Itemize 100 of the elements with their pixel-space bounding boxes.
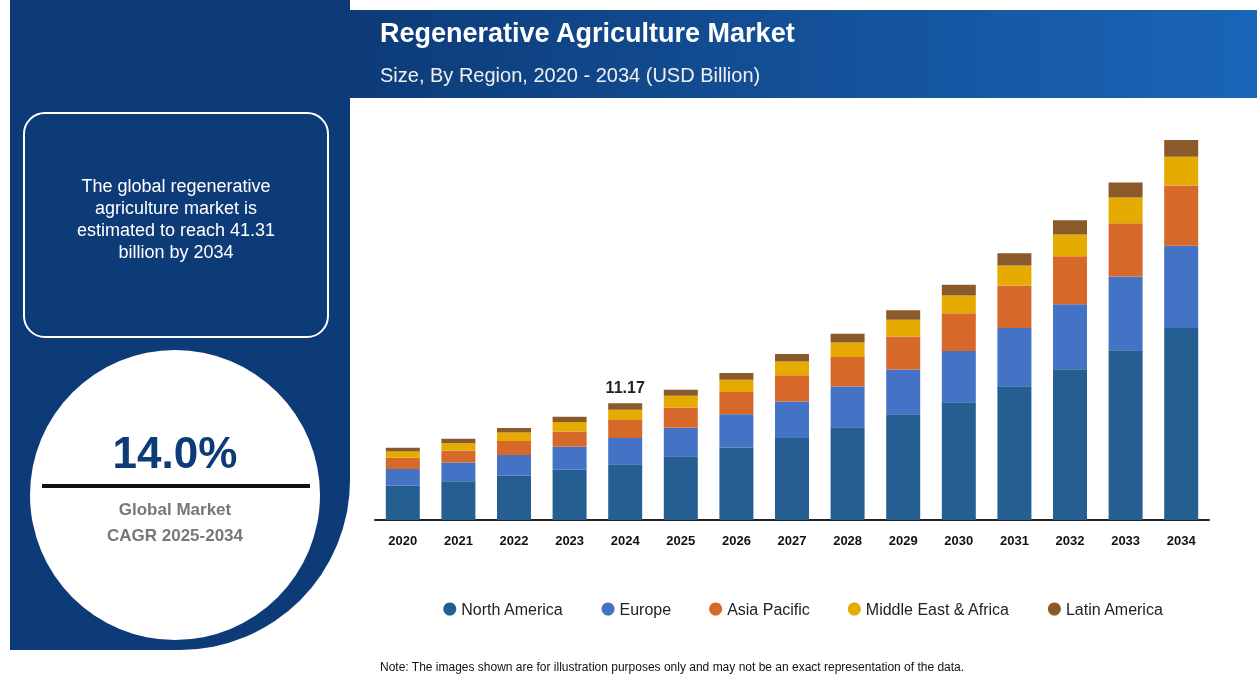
bar [1053,220,1087,235]
bar [997,253,1032,266]
bar [775,361,809,376]
bar [663,427,698,457]
bar [830,333,865,343]
x-tick-label: 2031 [999,533,1029,548]
x-tick-label: 2027 [777,533,807,548]
bar [1164,328,1199,520]
bar [997,386,1032,520]
bar [552,446,587,470]
bar [552,431,587,447]
bar [941,402,976,520]
bar [886,336,921,370]
text: Note: The images shown are for illustration purposes only and may not be an exact representation of the data. [380,660,965,674]
bar [886,414,921,520]
bar [719,447,754,520]
bar [663,456,698,520]
bar [886,369,921,415]
bar [552,421,587,432]
bar [997,265,1032,286]
bar [1053,234,1087,257]
bar [997,328,1032,387]
x-tick-label: 2020 [388,533,418,548]
x-tick-label: 2033 [1111,533,1141,548]
bar [608,409,643,421]
text: Global Market CAGR 2025-2034 [105,499,245,547]
x-tick-label: 2025 [666,533,696,548]
bar [552,416,587,422]
bar [830,386,865,428]
bar [775,375,809,402]
bar [941,295,976,314]
bar [1164,140,1199,157]
bar [385,469,420,486]
bar [941,350,976,403]
bar [941,284,976,296]
bar [441,462,476,482]
x-tick-label: 2028 [833,533,863,548]
bar [663,395,698,408]
bar [663,407,698,428]
bar [1053,369,1087,520]
bar [441,450,476,463]
legend-label: Latin America [1065,600,1163,618]
x-tick-label: 2030 [944,533,974,548]
x-tick-label: 2032 [1055,533,1085,548]
x-tick-label: 2022 [499,533,529,548]
bar [552,469,587,520]
bar [1108,276,1143,351]
x-tick-label: 2034 [1166,533,1197,548]
bar [886,310,921,320]
bar [663,389,698,396]
legend-label: Asia Pacific [727,600,810,618]
bar [1108,223,1143,277]
bar [719,379,754,392]
bar [385,447,420,452]
bar [719,391,754,415]
bar [1164,156,1199,186]
x-tick-label: 2029 [888,533,918,548]
x-tick-label: 2024 [610,533,641,548]
bar [385,485,420,520]
bar [441,481,476,520]
bar [886,319,921,337]
bar [775,437,809,520]
bar [830,342,865,357]
bar [385,457,420,470]
bar [497,455,531,476]
legend-label: North America [461,600,563,618]
bar [830,427,865,520]
bar [441,443,476,451]
bar [608,464,643,520]
bar [719,372,754,380]
text: The global regenerative agriculture market is estimated to reach 41.31 billion by 2034 [75,175,277,263]
bar [1053,304,1087,370]
bar [775,353,809,362]
bar [1164,245,1199,329]
bar [1164,185,1199,246]
bar [1108,182,1143,198]
bar [775,401,809,438]
annotation: 11.17 [605,378,645,396]
bar [941,313,976,351]
chart-subtitle: Size, By Region, 2020 - 2034 (USD Billion) [380,64,761,87]
bar [997,285,1032,329]
bar [608,437,643,465]
x-tick-label: 2026 [721,533,751,548]
bar [497,475,531,520]
bar [608,420,643,438]
chart-title: Regenerative Agriculture Market [380,18,795,49]
bar [719,414,754,448]
x-tick-label: 2021 [443,533,473,548]
bar [1053,256,1087,305]
legend-label: Middle East & Africa [865,600,1010,618]
legend-label: Europe [619,600,672,618]
bar [830,356,865,387]
text: 14.0% [111,428,239,478]
bar [385,451,420,458]
bar [497,432,531,441]
x-tick-label: 2023 [555,533,585,548]
bar [1108,197,1143,224]
bar [1108,350,1143,520]
bar [608,403,643,410]
bar [497,428,531,433]
